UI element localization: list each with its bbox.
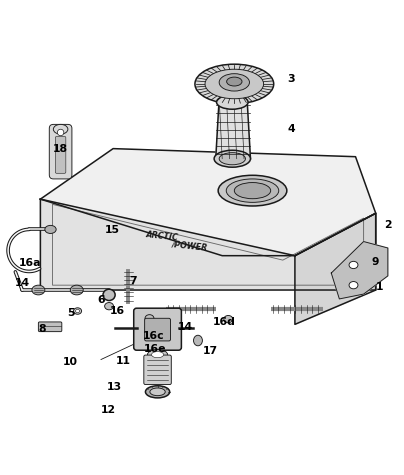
Ellipse shape — [76, 309, 80, 313]
Ellipse shape — [152, 352, 164, 358]
Ellipse shape — [145, 314, 154, 322]
Text: 16d: 16d — [213, 317, 236, 327]
FancyBboxPatch shape — [144, 355, 171, 385]
Text: 15: 15 — [105, 225, 120, 235]
Ellipse shape — [105, 303, 114, 310]
Ellipse shape — [70, 285, 83, 295]
Polygon shape — [40, 199, 376, 290]
Text: 9: 9 — [372, 257, 379, 267]
Text: 18: 18 — [53, 143, 68, 153]
Text: 13: 13 — [106, 382, 122, 392]
Text: 10: 10 — [63, 357, 78, 367]
Ellipse shape — [224, 315, 233, 323]
Ellipse shape — [349, 261, 358, 268]
Ellipse shape — [227, 77, 242, 86]
Polygon shape — [331, 242, 388, 299]
FancyBboxPatch shape — [134, 308, 181, 350]
Text: 17: 17 — [202, 346, 218, 356]
FancyBboxPatch shape — [38, 322, 62, 332]
Text: 6: 6 — [97, 295, 105, 305]
Text: 16c: 16c — [143, 332, 164, 342]
FancyBboxPatch shape — [49, 124, 72, 179]
Polygon shape — [40, 149, 376, 256]
Ellipse shape — [219, 74, 250, 91]
Ellipse shape — [349, 282, 358, 289]
Text: 2: 2 — [384, 220, 391, 230]
Ellipse shape — [57, 129, 64, 136]
Ellipse shape — [158, 326, 167, 333]
Text: 12: 12 — [101, 405, 116, 415]
Text: 16: 16 — [109, 306, 125, 316]
Ellipse shape — [234, 182, 271, 199]
Ellipse shape — [218, 175, 287, 206]
Text: 14: 14 — [15, 278, 30, 288]
Ellipse shape — [145, 386, 170, 398]
Ellipse shape — [214, 150, 250, 167]
FancyBboxPatch shape — [145, 318, 170, 341]
Ellipse shape — [45, 225, 56, 233]
Text: 11: 11 — [116, 356, 131, 366]
FancyBboxPatch shape — [55, 136, 66, 173]
Text: 5: 5 — [67, 308, 74, 318]
Polygon shape — [216, 102, 250, 159]
Ellipse shape — [150, 388, 165, 396]
Ellipse shape — [226, 179, 279, 202]
Text: 14: 14 — [178, 322, 194, 332]
Polygon shape — [295, 213, 376, 324]
Ellipse shape — [32, 285, 45, 295]
Ellipse shape — [103, 289, 115, 301]
Ellipse shape — [195, 64, 274, 104]
Text: 8: 8 — [39, 324, 46, 334]
Ellipse shape — [147, 350, 168, 360]
Ellipse shape — [217, 95, 248, 109]
Text: ARCTIC: ARCTIC — [145, 230, 178, 242]
Text: 4: 4 — [287, 124, 295, 134]
Ellipse shape — [194, 335, 202, 346]
Text: 16a: 16a — [19, 257, 42, 267]
Text: 7: 7 — [130, 276, 137, 286]
Ellipse shape — [205, 69, 264, 99]
Ellipse shape — [53, 124, 68, 134]
Text: 3: 3 — [287, 74, 295, 84]
Ellipse shape — [219, 152, 245, 165]
Text: /POWER: /POWER — [172, 240, 208, 253]
Text: 16e: 16e — [144, 343, 167, 353]
Text: 1: 1 — [376, 282, 383, 292]
Ellipse shape — [74, 308, 82, 314]
